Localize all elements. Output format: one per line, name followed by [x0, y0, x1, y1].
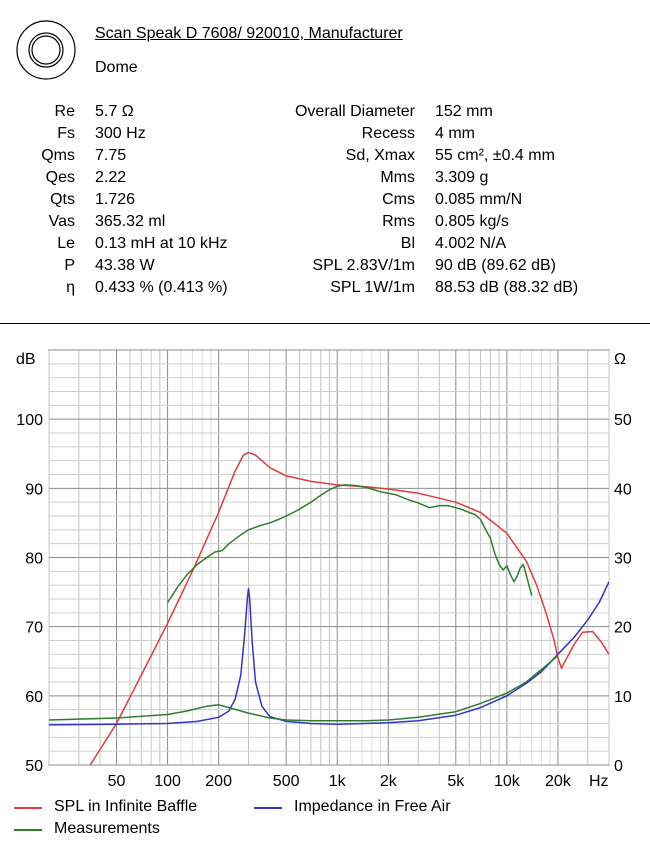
param-value: 55 cm², ±0.4 mm [435, 147, 555, 164]
y-right-tick-label: 20 [614, 620, 632, 637]
chart-axes: 50 100 200 500 1k 2k 5k 10k 20k 50 60 70 80 90 100 0 10 2… [16, 412, 632, 790]
x-tick-label: 5k [447, 773, 465, 790]
frequency-response-chart: 50 100 200 500 1k 2k 5k 10k 20k 50 60 70 80 90 100 0 10 2… [16, 349, 632, 790]
param-label: η [66, 279, 75, 296]
driver-type: Dome [95, 59, 138, 76]
param-value: 3.309 g [435, 169, 489, 186]
x-tick-label: 50 [108, 773, 126, 790]
param-value: 365.32 ml [95, 213, 166, 230]
y-left-tick-label: 90 [25, 481, 43, 498]
param-label: SPL 2.83V/1m [312, 257, 415, 274]
legend-label: Measurements [54, 820, 160, 837]
param-value: 152 mm [435, 103, 493, 120]
param-label: Bl [400, 235, 415, 252]
x-tick-label: 20k [545, 773, 572, 790]
param-value: 300 Hz [95, 125, 146, 142]
param-value: 0.433 % (0.413 %) [95, 279, 228, 296]
param-value: 2.22 [95, 169, 127, 186]
param-label: Cms [382, 191, 415, 208]
y-left-tick-label: 50 [25, 758, 43, 775]
legend-label: Impedance in Free Air [294, 798, 451, 815]
legend-swatch [254, 807, 282, 809]
param-value: 0.085 mm/N [435, 191, 523, 208]
impedance-series-line [49, 581, 609, 726]
param-label: Rms [382, 213, 415, 230]
param-value: 7.75 [95, 147, 127, 164]
param-value: 1.726 [95, 191, 136, 208]
param-label: Qts [50, 191, 75, 208]
param-value: 0.13 mH at 10 kHz [95, 235, 228, 252]
param-value: 90 dB (89.62 dB) [435, 257, 556, 274]
x-tick-label: 10k [494, 773, 521, 790]
y-right-unit: Ω [614, 351, 626, 368]
driver-title: Scan Speak D 7608/ 920010, Manufacturer [95, 25, 403, 42]
x-tick-label: 100 [154, 773, 181, 790]
param-label: Vas [48, 213, 75, 230]
speaker-logo-icon [16, 20, 76, 80]
x-tick-label: 1k [329, 773, 347, 790]
param-label: SPL 1W/1m [330, 279, 415, 296]
y-left-tick-label: 60 [25, 689, 43, 706]
param-value: 0.805 kg/s [435, 213, 509, 230]
param-value: 4.002 N/A [435, 235, 507, 252]
legend-swatch [14, 807, 42, 809]
param-label: Re [54, 103, 75, 120]
measured-spl-line [166, 484, 533, 603]
y-left-tick-label: 100 [16, 412, 43, 429]
x-tick-label: 500 [273, 773, 300, 790]
param-label: P [64, 257, 75, 274]
param-label: Overall Diameter [294, 103, 415, 120]
y-left-tick-label: 70 [25, 620, 43, 637]
param-label: Qms [41, 147, 75, 164]
param-label: Sd, Xmax [345, 147, 415, 164]
y-right-tick-label: 50 [614, 412, 632, 429]
chart-grid [48, 349, 610, 766]
legend-label: SPL in Infinite Baffle [54, 798, 198, 815]
param-value: 4 mm [435, 125, 475, 142]
param-value: 5.7 Ω [95, 103, 134, 120]
x-tick-label: 2k [380, 773, 398, 790]
measured-impedance-line [49, 655, 559, 722]
param-label: Mms [380, 169, 415, 186]
y-left-tick-label: 80 [25, 551, 43, 568]
y-left-unit: dB [16, 351, 36, 368]
y-right-tick-label: 40 [614, 481, 632, 498]
x-tick-label: 200 [205, 773, 232, 790]
param-value: 43.38 W [95, 257, 155, 274]
param-label: Fs [57, 125, 75, 142]
param-label: Recess [361, 125, 415, 142]
x-unit: Hz [589, 773, 609, 790]
legend-swatch [14, 829, 42, 831]
chart-series [49, 451, 609, 765]
spl-series-line [89, 451, 609, 765]
param-label: Qes [45, 169, 75, 186]
y-right-tick-label: 30 [614, 551, 632, 568]
y-right-tick-label: 0 [614, 758, 623, 775]
param-value: 88.53 dB (88.32 dB) [435, 279, 579, 296]
param-label: Le [57, 235, 75, 252]
section-divider [0, 323, 650, 324]
y-right-tick-label: 10 [614, 689, 632, 706]
